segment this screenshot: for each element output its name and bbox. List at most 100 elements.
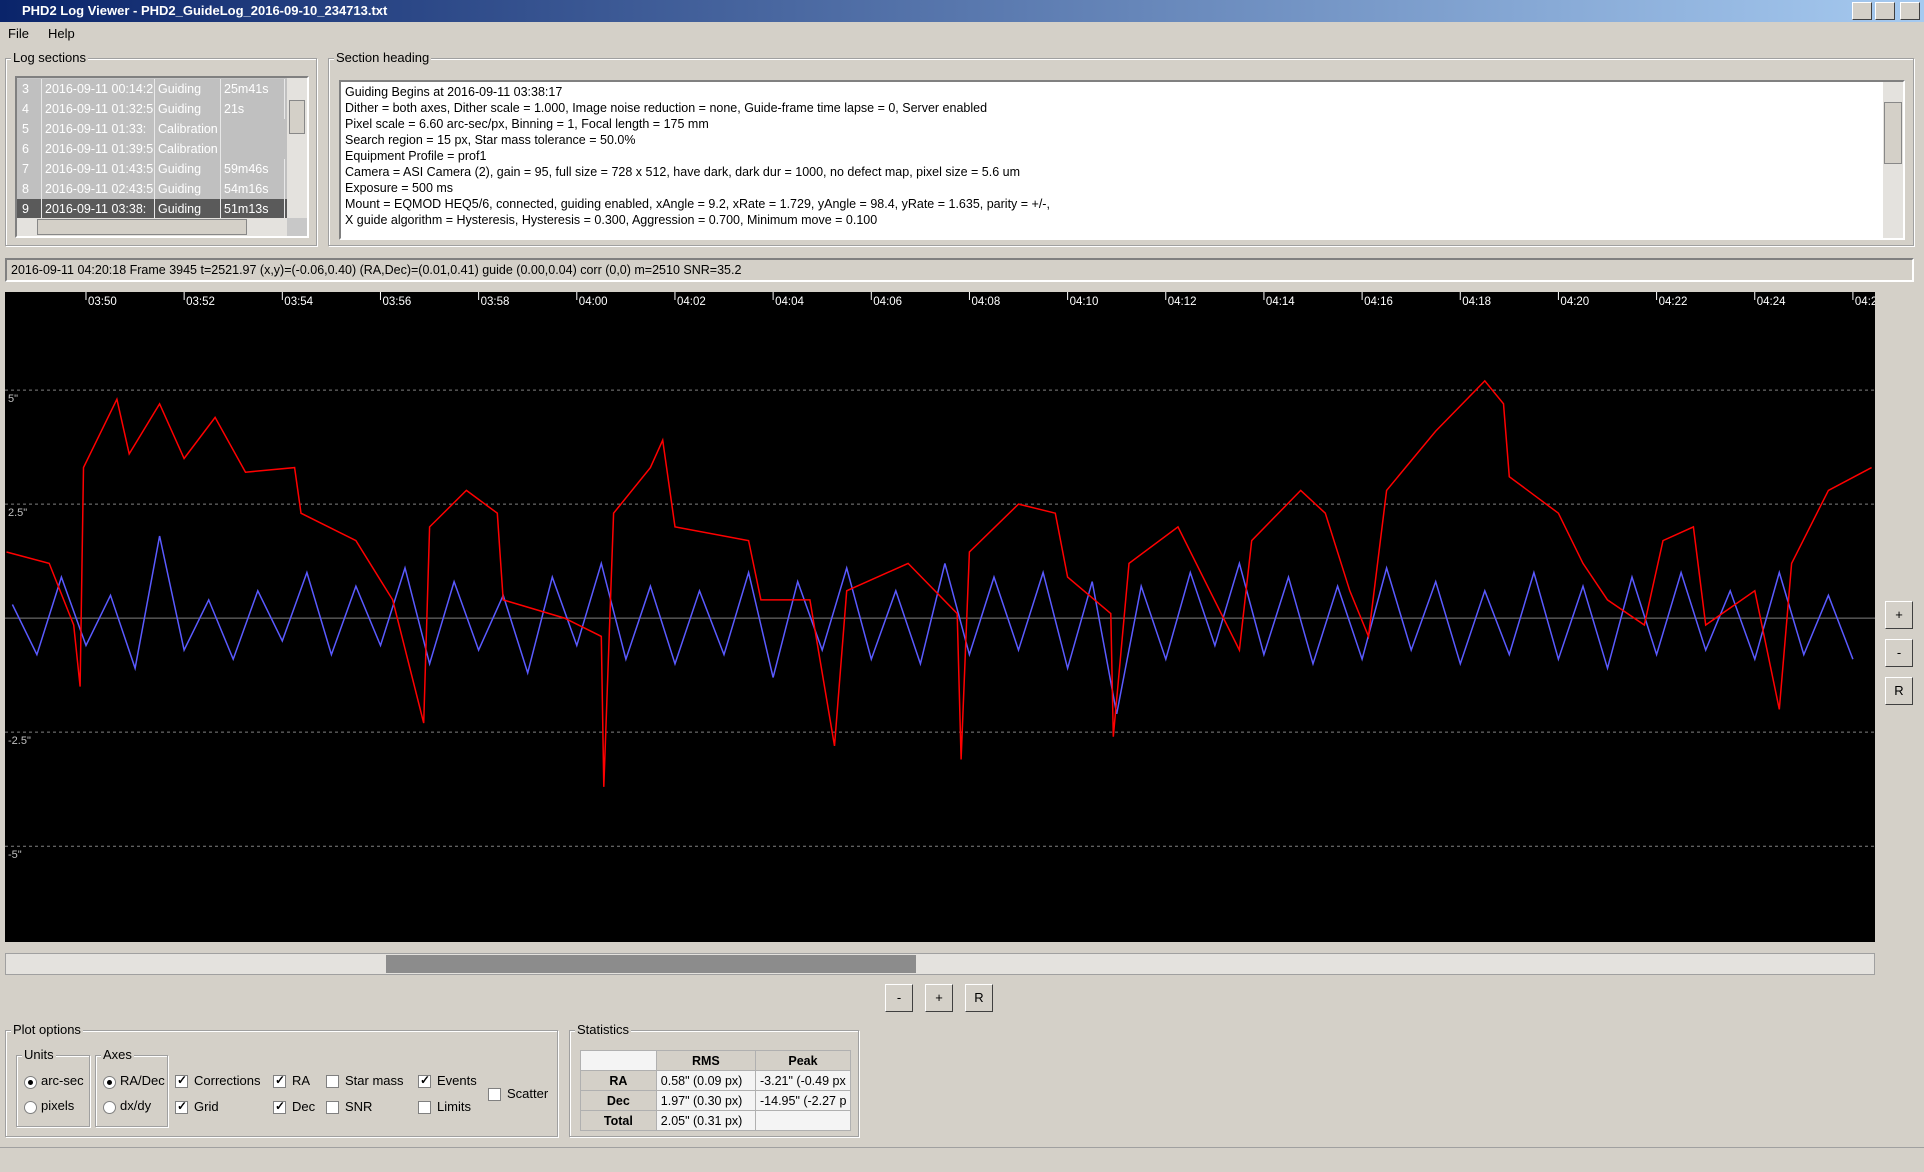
checkbox-label: Limits (437, 1099, 471, 1114)
log-cell: Calibration (155, 139, 221, 159)
statistics-table: RMS Peak RA 0.58" (0.09 px) -3.21" (-0.49 px… (580, 1050, 851, 1131)
x-tick-label: 04:00 (579, 296, 608, 308)
radio[interactable] (24, 1101, 37, 1114)
statistics-group: Statistics RMS Peak RA 0.58" (0.09 px) -3.21"… (569, 1022, 859, 1137)
radio-label: arc-sec (41, 1073, 84, 1088)
radio[interactable] (103, 1076, 116, 1089)
series-line (6, 379, 1872, 787)
heading-line: Pixel scale = 6.60 arc-sec/px, Binning =… (345, 117, 709, 131)
log-cell: Guiding (155, 159, 221, 179)
log-row[interactable]: 6 2016-09-11 01:39:5 Calibration (17, 139, 287, 159)
x-tick-label: 03:54 (284, 296, 313, 308)
table-cell: 0.58" (0.09 px) (655, 1070, 757, 1091)
title-bar: PHD2 Log Viewer - PHD2_GuideLog_2016-09-… (0, 0, 1924, 22)
maximize-button[interactable] (1875, 2, 1895, 20)
heading-line: Search region = 15 px, Star mass toleran… (345, 133, 636, 147)
log-cell: 2016-09-11 01:43:5 (42, 159, 155, 179)
heading-line: Guiding Begins at 2016-09-11 03:38:17 (345, 85, 563, 99)
x-tick-label: 04:18 (1462, 296, 1491, 308)
log-cell: 9 (19, 199, 42, 219)
radio[interactable] (103, 1101, 116, 1114)
heading-line: X guide algorithm = Hysteresis, Hysteres… (345, 213, 878, 227)
table-cell (580, 1050, 657, 1071)
side-button[interactable]: - (1885, 639, 1913, 667)
x-tick-label: 04:10 (1070, 296, 1099, 308)
x-tick-label: 04:26 (1855, 296, 1875, 308)
log-cell: 25m41s (221, 79, 285, 99)
table-cell (755, 1110, 851, 1131)
log-row[interactable]: 3 2016-09-11 00:14:2 Guiding 25m41s (17, 79, 287, 99)
log-row[interactable]: 9 2016-09-11 03:38: Guiding 51m13s (17, 199, 287, 219)
axes-group: Axes RA/Dec dx/dy (95, 1047, 168, 1127)
table-cell: Total (580, 1110, 657, 1131)
checkbox[interactable] (175, 1099, 188, 1114)
heading-line: Dither = both axes, Dither scale = 1.000… (345, 101, 988, 115)
checkbox[interactable] (488, 1088, 501, 1101)
guide-plot[interactable]: 5" 2.5" -2.5" -5" 03:50 03:52 03:54 03:56 03:58 0… (5, 292, 1875, 942)
group-label: Log sections (11, 50, 88, 66)
log-cell: Guiding (155, 179, 221, 199)
log-cell: 5 (19, 119, 42, 139)
log-cell: 6 (19, 139, 42, 159)
log-row[interactable]: 5 2016-09-11 01:33: Calibration (17, 119, 287, 139)
table-cell: RMS (655, 1050, 757, 1071)
log-cell: 2016-09-11 00:14:2 (42, 79, 155, 99)
log-row[interactable]: 4 2016-09-11 01:32:5 Guiding 21s (17, 99, 287, 119)
checkbox[interactable] (175, 1073, 188, 1088)
group-label: Section heading (334, 50, 432, 66)
log-sections-list: 3 2016-09-11 00:14:2 Guiding 25m41s 4 2016-09… (15, 76, 309, 238)
log-cell: Guiding (155, 99, 221, 119)
group-label: Units (22, 1047, 56, 1063)
checkbox[interactable] (418, 1073, 431, 1088)
group-label: Statistics (575, 1022, 632, 1038)
status-line: 2016-09-11 04:20:18 Frame 3945 t=2521.97… (5, 258, 1914, 282)
section-heading-group: Section heading Guiding Begins at 2016-09… (328, 50, 1914, 246)
checkbox[interactable] (326, 1101, 339, 1114)
y-tick-label: 2.5" (8, 507, 27, 519)
radio-label: RA/Dec (120, 1073, 165, 1088)
checkbox-label: Corrections (194, 1073, 261, 1088)
close-button[interactable] (1900, 2, 1920, 20)
zoom-button[interactable]: - (885, 984, 913, 1012)
log-cell: 2016-09-11 03:38: (42, 199, 155, 219)
x-tick-label: 04:14 (1266, 296, 1295, 308)
heading-line: Camera = ASI Camera (2), gain = 95, full… (345, 165, 1021, 179)
menu-item[interactable]: File (8, 26, 29, 41)
units-group: Units arc-sec pixels (16, 1047, 90, 1127)
radio[interactable] (24, 1076, 37, 1089)
scroll-thumb[interactable] (1884, 102, 1902, 164)
scroll-thumb[interactable] (386, 955, 916, 973)
zoom-button[interactable]: + (925, 984, 953, 1012)
checkbox-label: Events (437, 1073, 477, 1088)
log-cell: 54m16s (221, 179, 285, 199)
log-sections-group: Log sections 3 2016-09-11 00:14:2 Guiding 25… (5, 50, 317, 246)
vertical-scrollbar[interactable] (287, 78, 307, 218)
log-row[interactable]: 8 2016-09-11 02:43:5 Guiding 54m16s (17, 179, 287, 199)
table-cell: -3.21" (-0.49 px (755, 1070, 851, 1091)
menu-item[interactable]: Help (48, 26, 75, 41)
log-cell: 8 (19, 179, 42, 199)
log-cell: 2016-09-11 01:39:5 (42, 139, 155, 159)
x-tick-label: 04:04 (775, 296, 804, 308)
status-bar (0, 1147, 1924, 1172)
checkbox[interactable] (418, 1101, 431, 1114)
log-cell: 51m13s (221, 199, 285, 219)
plot-options-group: Plot options Units arc-sec pixels Axes RA/Dec… (5, 1022, 558, 1137)
checkbox[interactable] (273, 1073, 286, 1088)
checkbox-label: Star mass (345, 1073, 404, 1088)
scroll-thumb[interactable] (289, 100, 305, 134)
section-heading-text: Guiding Begins at 2016-09-11 03:38:17 Dit… (339, 80, 1905, 240)
minimize-button[interactable] (1852, 2, 1872, 20)
checkbox[interactable] (273, 1099, 286, 1114)
zoom-button[interactable]: R (965, 984, 993, 1012)
side-button[interactable]: + (1885, 601, 1913, 629)
plot-scrollbar[interactable] (5, 953, 1875, 975)
scroll-thumb[interactable] (37, 219, 247, 235)
log-cell: Guiding (155, 79, 221, 99)
heading-line: Mount = EQMOD HEQ5/6, connected, guiding… (345, 197, 1050, 211)
log-row[interactable]: 7 2016-09-11 01:43:5 Guiding 59m46s (17, 159, 287, 179)
x-tick-label: 04:12 (1168, 296, 1197, 308)
checkbox[interactable] (326, 1075, 339, 1088)
side-button[interactable]: R (1885, 677, 1913, 705)
